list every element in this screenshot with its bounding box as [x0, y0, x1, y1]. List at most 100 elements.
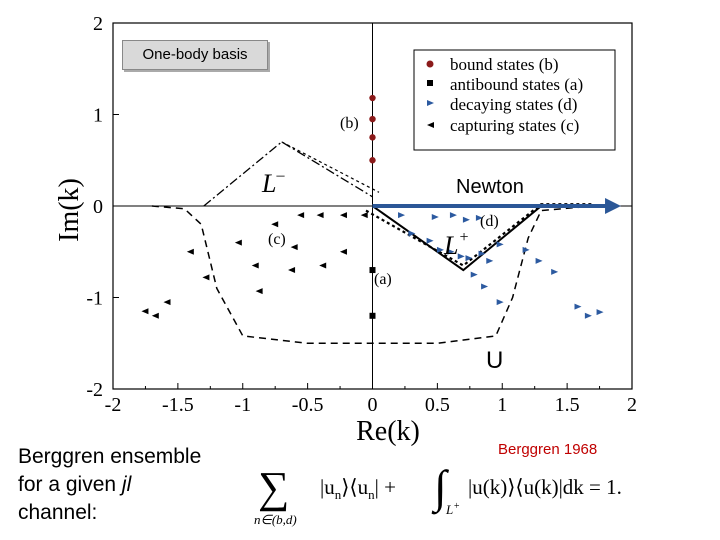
legend-capturing: capturing states (c) [450, 116, 579, 135]
bound-state-point [369, 157, 376, 164]
x-tick-label: -2 [105, 394, 122, 416]
ensemble-caption-line3: channel: [18, 501, 98, 524]
capturing-state-point [339, 212, 347, 219]
decaying-state-point [465, 255, 473, 262]
capturing-state-point [319, 262, 327, 269]
capturing-state-point [297, 212, 305, 219]
decaying-state-point [457, 253, 465, 260]
contours [151, 141, 622, 345]
antibound-state-point [369, 267, 376, 274]
bound-state-point [369, 115, 376, 123]
formula-term1: |un⟩⟨un| + [320, 475, 396, 502]
capturing-state-point [290, 244, 298, 251]
y-axis-label: Im(k) [54, 178, 85, 242]
decaying-state-point [408, 230, 416, 237]
term1-a: |u [320, 475, 335, 499]
label-l-plus-base: L [443, 231, 458, 260]
decaying-state-point [436, 246, 444, 253]
label-d: (d) [480, 213, 499, 230]
decaying-state-point [574, 303, 582, 310]
capturing-state-point [288, 267, 296, 274]
data-points [141, 94, 604, 319]
sum-symbol: ∑ [258, 463, 289, 512]
capturing-state-point [360, 212, 368, 219]
legend-box [413, 49, 616, 151]
y-tick-label: -1 [86, 288, 103, 310]
term1-end: | + [375, 475, 396, 499]
decaying-state-point [551, 268, 559, 275]
decaying-state-point [431, 213, 439, 220]
decaying-state-point [596, 309, 604, 316]
integral-subscript: L+ [445, 501, 460, 517]
ensemble-caption-line1: Berggren ensemble [18, 445, 202, 468]
x-tick-label: 0 [368, 394, 378, 416]
y-tick-label: 0 [93, 196, 103, 218]
legend: bound states (b) antibound states (a) de… [413, 49, 616, 151]
legend-marker-capturing [427, 122, 434, 128]
decaying-state-point [462, 216, 470, 223]
x-tick-label: 1 [497, 394, 507, 416]
legend-marker-bound [426, 60, 434, 68]
label-l-minus-base: L [261, 169, 276, 198]
x-tick-label: 1.5 [555, 394, 580, 416]
bound-state-point [369, 94, 376, 102]
term1-sub: n [335, 487, 342, 502]
newton-arrow-head [605, 198, 622, 214]
label-c: (c) [268, 231, 286, 248]
x-tick-label: -1.5 [162, 394, 194, 416]
integral-sub-sup: + [453, 501, 460, 512]
capturing-state-point [251, 262, 259, 269]
integral-symbol: ∫ [431, 461, 449, 515]
legend-bound: bound states (b) [450, 55, 559, 74]
antibound-state-point [369, 312, 376, 319]
decaying-state-point [398, 212, 406, 219]
decaying-state-point [486, 257, 494, 264]
capturing-state-point [234, 239, 242, 246]
x-tick-label: 0.5 [425, 394, 450, 416]
l-minus-dotted [281, 141, 380, 193]
ensemble-caption-prefix: for a given [18, 473, 122, 496]
capturing-state-point [163, 299, 171, 306]
capturing-state-point [271, 221, 279, 228]
x-axis-label: Re(k) [356, 416, 420, 447]
decaying-state-point [496, 299, 504, 306]
legend-marker-decaying [427, 100, 434, 106]
legend-decaying: decaying states (d) [450, 95, 577, 114]
x-tick-label: -1 [234, 394, 251, 416]
newton-label: Newton [456, 176, 524, 198]
capturing-state-point [141, 308, 149, 315]
decaying-state-point [475, 214, 483, 221]
ensemble-caption-line2: for a given jl [18, 471, 248, 499]
decaying-state-point [535, 257, 543, 264]
term1-mid: ⟩⟨u [341, 475, 368, 499]
capturing-state-point [186, 248, 194, 255]
ensemble-caption: Berggren ensemble for a given jl channel… [18, 443, 248, 527]
sum-subscript: n∈(b,d) [254, 512, 297, 527]
y-tick-label: -2 [86, 379, 103, 401]
u-contour [151, 205, 594, 345]
decaying-state-point [496, 241, 504, 248]
decaying-state-point [478, 250, 486, 257]
term1-sub2: n [368, 487, 375, 502]
decaying-state-point [447, 248, 455, 255]
axis-ticks: -2 -1.5 -1 -0.5 0 0.5 1 1.5 2 2 1 0 -1 -2 [86, 13, 637, 416]
capturing-state-point [202, 274, 210, 281]
ensemble-caption-jl: jl [121, 473, 132, 496]
decaying-state-point [522, 246, 530, 253]
formula-integrand: |u(k)⟩⟨u(k)|dk = 1. [468, 475, 622, 499]
decaying-state-point [470, 271, 478, 278]
bound-state-point [369, 134, 376, 141]
citation-label: Berggren 1968 [498, 441, 598, 458]
y-tick-label: 2 [93, 13, 103, 35]
capturing-state-point [151, 312, 159, 319]
label-b: (b) [340, 115, 359, 132]
label-l-plus: L+ [443, 229, 469, 260]
one-body-basis-label: One-body basis [122, 40, 268, 70]
decaying-state-point [449, 212, 457, 219]
decaying-state-point [584, 312, 592, 319]
capturing-state-point [316, 212, 324, 219]
l-minus-contour [203, 141, 373, 207]
x-tick-label: 2 [627, 394, 637, 416]
x-tick-label: -0.5 [292, 394, 324, 416]
